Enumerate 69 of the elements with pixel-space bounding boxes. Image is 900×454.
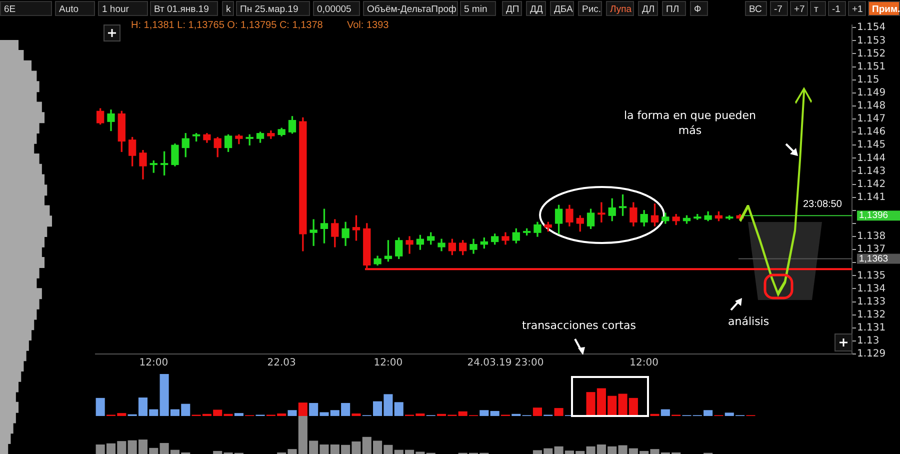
x-tick-label: 12:00 [630, 358, 659, 369]
annotation: H: 1,1381 L: 1,13765 O: 1,13795 C: 1,1378 [131, 20, 323, 31]
text: +7 [790, 1, 808, 16]
y-tick-label: 1.146 [857, 126, 886, 138]
y-tick-label: 1.154 [857, 22, 886, 34]
text: -1 [828, 1, 846, 16]
bar [288, 410, 297, 416]
y-tick-label: 1.141 [857, 192, 886, 203]
y-tick-label: 1.143 [857, 166, 886, 177]
ref-line-label: 1,1363 [859, 253, 888, 264]
text: Рис. [578, 1, 602, 16]
bar [394, 402, 404, 416]
y-tick-label: 1.148 [857, 100, 886, 112]
text: ВС [745, 1, 767, 16]
text: 0,00005 [313, 1, 360, 16]
x-tick-label: 12:00 [139, 358, 168, 369]
text: Auto [55, 1, 95, 16]
y-tick-label: 1.15 [857, 74, 880, 86]
y-tick-label: 1.145 [857, 140, 886, 151]
text: Объём-ДельтаПроф [363, 1, 458, 16]
ref-line-label: 1,1396 [859, 210, 888, 222]
y-tick-label: 1.153 [857, 35, 886, 46]
annotation: 23:08:50 [803, 199, 842, 210]
y-tick-label: 1.134 [857, 283, 886, 294]
annotation: análisis [728, 315, 770, 328]
text: ДП [502, 1, 522, 16]
y-tick-label: 1.151 [857, 61, 886, 72]
text: т [810, 1, 826, 16]
bar [490, 410, 500, 416]
text: ДБА [550, 1, 574, 16]
y-tick-label: 1.135 [857, 270, 886, 282]
text: 5 min [460, 1, 496, 16]
annotation: transacciones cortas [522, 319, 636, 332]
text: 6E [0, 1, 52, 16]
y-tick-label: 1.137 [857, 244, 886, 256]
bar [554, 408, 564, 416]
y-tick-label: 1.152 [857, 48, 886, 60]
y-tick-label: 1.129 [857, 348, 886, 360]
text: +1 [848, 1, 866, 16]
bar [480, 410, 489, 416]
y-tick-label: 1.147 [857, 114, 886, 125]
text: Лупа [606, 1, 634, 16]
y-tick-label: 1.131 [857, 322, 886, 334]
bar [352, 413, 361, 416]
text: ДЛ [638, 1, 658, 16]
text: ДД [526, 1, 546, 16]
bar [96, 398, 105, 416]
y-tick-label: 1.138 [857, 231, 886, 242]
y-tick-label: 1.133 [857, 296, 886, 308]
x-tick-label: 22.03 [267, 358, 296, 369]
text: ПЛ [662, 1, 686, 16]
text: 1 hour [98, 1, 148, 16]
text: k [222, 1, 234, 16]
text: -7 [770, 1, 788, 16]
text: Пн 25.мар.19 [236, 1, 310, 16]
annotation: Vol: 1393 [347, 20, 389, 31]
y-tick-label: 1.13 [857, 336, 880, 347]
bar [532, 408, 542, 416]
y-tick-label: 1.132 [857, 309, 886, 320]
annotation: la forma en que pueden más [622, 108, 758, 138]
bar [660, 409, 670, 416]
text: Вт 01.янв.19 [150, 1, 218, 16]
y-tick-label: 1.149 [857, 87, 886, 98]
bar [234, 413, 244, 416]
x-tick-label: 12:00 [374, 358, 403, 369]
text: Ф [690, 1, 708, 16]
y-tick-label: 1.142 [857, 178, 886, 190]
y-tick-label: 1.144 [857, 152, 886, 164]
x-tick-label: 24.03.19 23:00 [467, 358, 544, 369]
